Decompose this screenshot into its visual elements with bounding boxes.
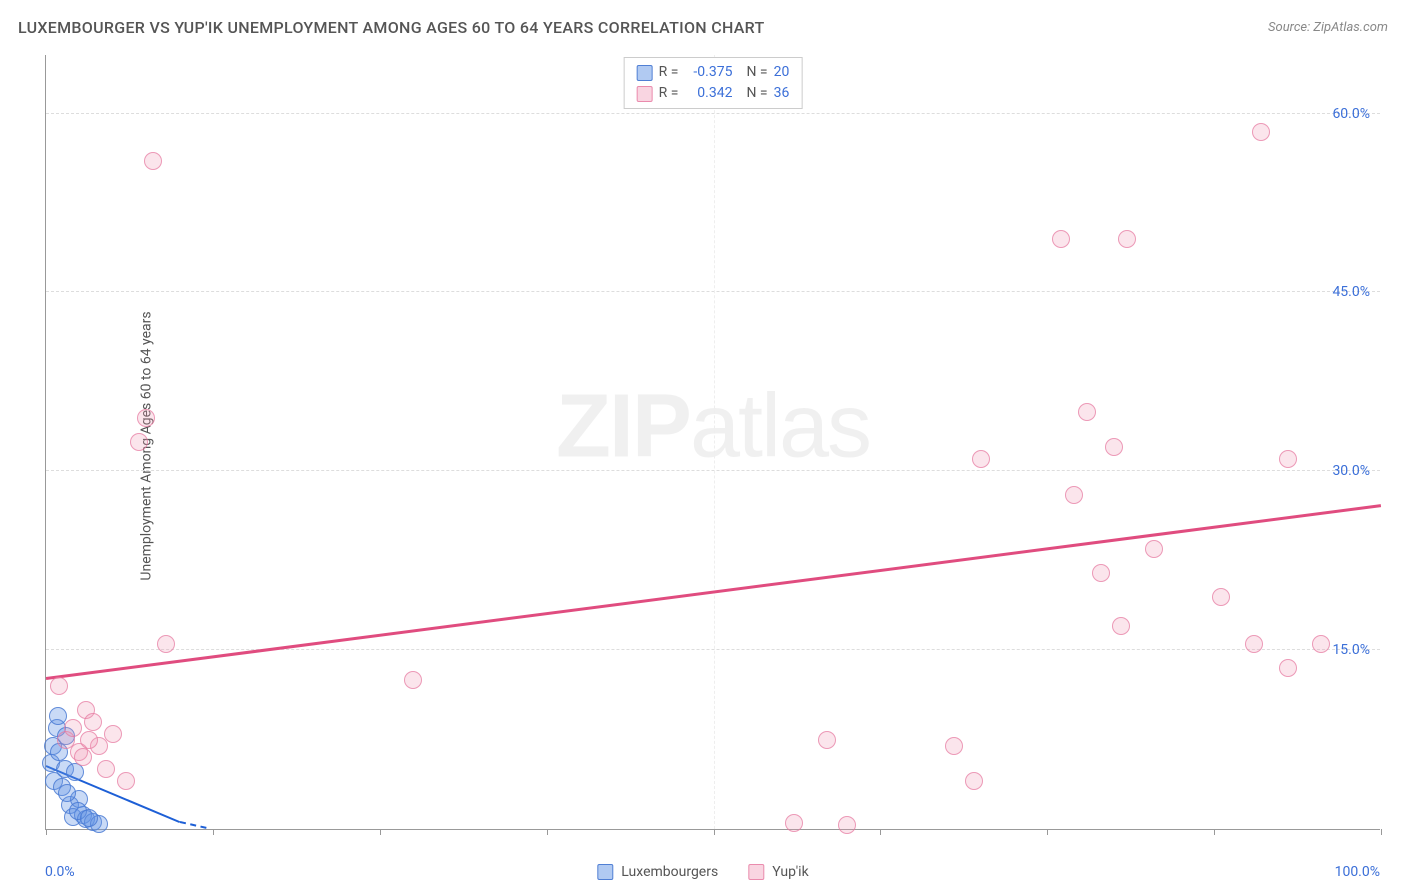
y-tick-label: 45.0%: [1332, 284, 1370, 300]
x-tick-label: 0.0%: [45, 864, 75, 880]
legend-swatch: [597, 864, 613, 880]
scatter-point-yupik: [1279, 659, 1297, 677]
stat-r-value: -0.375: [684, 62, 732, 83]
scatter-point-yupik: [117, 772, 135, 790]
scatter-point-yupik: [1312, 635, 1330, 653]
scatter-point-yupik: [965, 772, 983, 790]
scatter-point-yupik: [137, 409, 155, 427]
x-minor-tick: [213, 829, 214, 835]
scatter-point-lux: [58, 784, 76, 802]
series-legend: Luxembourgers Yup'ik: [597, 864, 808, 880]
legend-stats-row: R =0.342 N = 36: [637, 83, 790, 104]
scatter-point-yupik: [157, 635, 175, 653]
stat-r-label: R =: [659, 83, 679, 104]
scatter-point-yupik: [972, 450, 990, 468]
legend-label: Yup'ik: [772, 864, 808, 880]
y-tick-label: 60.0%: [1332, 106, 1370, 122]
scatter-point-yupik: [84, 713, 102, 731]
x-minor-tick: [1214, 829, 1215, 835]
scatter-point-yupik: [64, 719, 82, 737]
stat-n-label: N =: [746, 62, 767, 83]
stat-n-value: 36: [774, 83, 790, 104]
x-tick: [714, 829, 715, 835]
scatter-point-yupik: [785, 814, 803, 832]
legend-label: Luxembourgers: [621, 864, 718, 880]
scatter-point-yupik: [97, 760, 115, 778]
y-tick-label: 15.0%: [1332, 642, 1370, 658]
stat-n-label: N =: [746, 83, 767, 104]
scatter-plot: ZIPatlas R =-0.375N = 20R =0.342N = 36 1…: [45, 55, 1380, 830]
scatter-point-yupik: [104, 725, 122, 743]
x-tick: [1381, 829, 1382, 835]
x-minor-tick: [547, 829, 548, 835]
scatter-point-yupik: [1279, 450, 1297, 468]
scatter-point-yupik: [80, 731, 98, 749]
scatter-point-yupik: [838, 816, 856, 834]
scatter-point-yupik: [144, 152, 162, 170]
scatter-point-yupik: [1078, 403, 1096, 421]
scatter-point-yupik: [1092, 564, 1110, 582]
scatter-point-yupik: [74, 748, 92, 766]
stat-r-value: 0.342: [684, 83, 732, 104]
scatter-point-yupik: [1105, 438, 1123, 456]
scatter-point-yupik: [50, 677, 68, 695]
scatter-point-yupik: [1212, 588, 1230, 606]
scatter-point-yupik: [1118, 230, 1136, 248]
gridline: [714, 55, 715, 829]
scatter-point-lux: [80, 809, 98, 827]
scatter-point-yupik: [1112, 617, 1130, 635]
correlation-legend: R =-0.375 N = 20 R =0.342 N = 36: [624, 57, 803, 109]
trend-line-lux-extension: [179, 821, 206, 829]
legend-swatch: [637, 65, 653, 81]
x-minor-tick: [380, 829, 381, 835]
legend-item: Yup'ik: [748, 864, 808, 880]
title-bar: LUXEMBOURGER VS YUP'IK UNEMPLOYMENT AMON…: [18, 18, 1388, 37]
scatter-point-yupik: [1252, 123, 1270, 141]
legend-swatch: [748, 864, 764, 880]
scatter-point-yupik: [404, 671, 422, 689]
x-tick: [46, 829, 47, 835]
legend-stats-row: R =-0.375 N = 20: [637, 62, 790, 83]
source-attribution: Source: ZipAtlas.com: [1268, 20, 1388, 35]
x-minor-tick: [880, 829, 881, 835]
x-tick-label: 100.0%: [1335, 864, 1380, 880]
scatter-point-yupik: [1245, 635, 1263, 653]
scatter-point-yupik: [818, 731, 836, 749]
y-tick-label: 30.0%: [1332, 463, 1370, 479]
scatter-point-yupik: [1145, 540, 1163, 558]
stat-n-value: 20: [774, 62, 790, 83]
legend-item: Luxembourgers: [597, 864, 718, 880]
scatter-point-yupik: [1052, 230, 1070, 248]
scatter-point-yupik: [130, 433, 148, 451]
legend-swatch: [637, 86, 653, 102]
x-minor-tick: [1047, 829, 1048, 835]
scatter-point-yupik: [945, 737, 963, 755]
scatter-point-yupik: [1065, 486, 1083, 504]
stat-r-label: R =: [659, 62, 679, 83]
chart-title: LUXEMBOURGER VS YUP'IK UNEMPLOYMENT AMON…: [18, 18, 765, 37]
